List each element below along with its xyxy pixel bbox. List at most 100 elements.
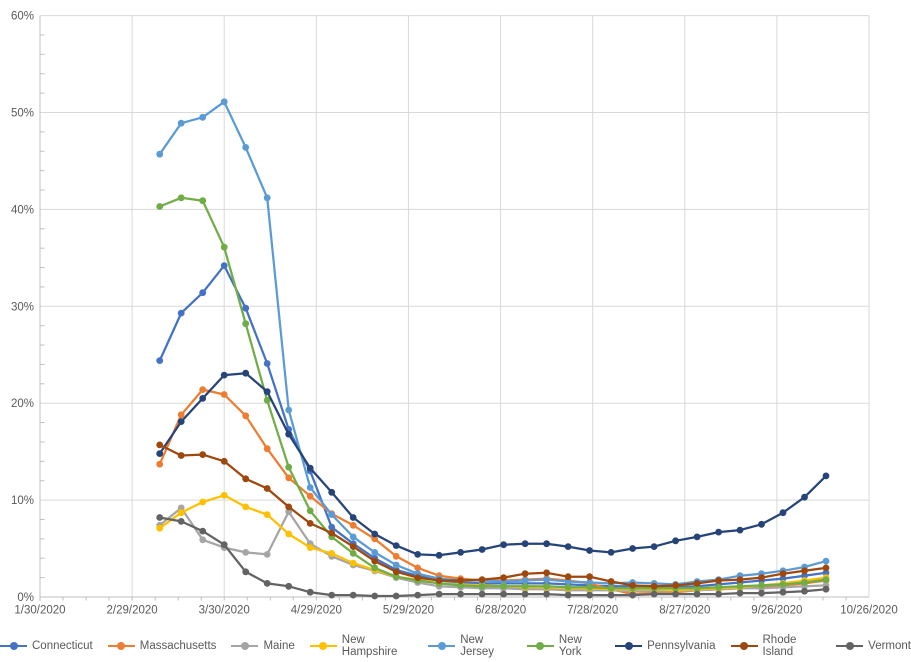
series-maine-point: [242, 549, 250, 556]
series-connecticut-line: [158, 264, 828, 589]
series-rhode-island-point: [414, 574, 422, 581]
series-vermont-point: [285, 582, 293, 590]
legend-item-label: Pennsylvania: [647, 640, 716, 652]
series-pennsylvania-point: [371, 530, 379, 538]
legend-item-rhode-island[interactable]: Rhode Island: [730, 634, 822, 658]
legend-marker-icon: [526, 642, 554, 651]
series-new-jersey-point: [521, 577, 529, 584]
series-connecticut-point: [177, 309, 185, 317]
series-rhode-island-point: [736, 576, 744, 583]
legend-marker-icon: [615, 642, 643, 651]
series-massachusetts-point: [392, 552, 400, 560]
series-vermont-point: [629, 591, 636, 599]
series-rhode-island-point: [521, 570, 529, 578]
series-pennsylvania-point: [156, 450, 164, 457]
series-new-hampshire-point: [306, 544, 314, 551]
series-massachusetts-point: [177, 411, 185, 419]
series-new-york-point: [199, 197, 207, 205]
legend-item-massachusetts[interactable]: Massachusetts: [107, 640, 216, 652]
series-new-york-point: [543, 582, 550, 590]
series-vermont-point: [693, 590, 701, 598]
series-pennsylvania-point: [736, 526, 744, 534]
series-vermont-point: [457, 590, 464, 598]
legend-item-connecticut[interactable]: Connecticut: [0, 640, 93, 652]
series-new-hampshire-point: [199, 498, 207, 506]
series-new-jersey-point: [822, 557, 830, 565]
series-vermont-point: [478, 590, 486, 598]
series-rhode-island-point: [263, 485, 271, 492]
legend-item-label: Rhode Island: [762, 634, 797, 658]
x-tick-label: 7/28/2020: [567, 605, 618, 617]
series-massachusetts-point: [220, 391, 228, 398]
series-new-york-point: [177, 194, 185, 202]
series-pennsylvania-point: [414, 551, 422, 558]
series-pennsylvania-point: [715, 528, 722, 536]
series-new-jersey-point: [328, 511, 336, 518]
series-rhode-island-point: [328, 529, 336, 537]
series-rhode-island-point: [586, 573, 593, 581]
series-new-hampshire-point: [328, 550, 336, 557]
series-massachusetts-point: [263, 445, 271, 453]
series-vermont-point: [306, 588, 314, 596]
series-maine-point: [285, 508, 293, 516]
series-pennsylvania-point: [328, 488, 336, 496]
series-vermont-point: [414, 591, 422, 599]
series-new-york-point: [758, 582, 765, 589]
y-tick-label: 60%: [11, 11, 34, 23]
y-tick-label: 0%: [17, 592, 34, 604]
series-rhode-island-point: [435, 577, 443, 584]
plot-area: 0% 10% 20% 30% 40% 50% 60% 1/30/2020 2/29/2020 3/…: [11, 11, 898, 617]
series-maine-point: [199, 536, 207, 544]
legend-item-new-york[interactable]: New York: [526, 634, 600, 658]
series-new-jersey-point: [349, 533, 357, 541]
legend-item-label: Connecticut: [32, 640, 93, 652]
series-new-hampshire-point: [242, 503, 250, 511]
series-new-jersey-point: [306, 484, 314, 491]
legend-item-new-hampshire[interactable]: New Hampshire: [309, 634, 413, 658]
legend-item-label: Maine: [263, 640, 295, 652]
series-connecticut-point: [328, 523, 336, 531]
series-new-jersey-point: [543, 576, 550, 583]
series-pennsylvania-point: [564, 543, 572, 550]
series-pennsylvania-point: [220, 371, 228, 379]
series-connecticut-point: [779, 575, 787, 582]
series-vermont-point: [672, 590, 679, 598]
series-pennsylvania-point: [672, 537, 679, 545]
series-connecticut-point: [199, 289, 207, 297]
x-tick-label: 8/27/2020: [659, 605, 710, 617]
y-tick-label: 30%: [11, 301, 34, 313]
series-maine-point: [177, 504, 185, 512]
series-new-jersey-point: [586, 579, 593, 586]
series-new-jersey-point: [199, 113, 207, 121]
legend-marker-icon: [107, 642, 135, 651]
legend-item-label: Vermont: [868, 640, 911, 652]
series-pennsylvania-point: [263, 388, 271, 395]
legend-item-label: New Hampshire: [341, 634, 398, 658]
legend-item-pennsylvania[interactable]: Pennsylvania: [615, 640, 716, 652]
legend-item-vermont[interactable]: Vermont: [836, 640, 911, 652]
series-pennsylvania-point: [521, 540, 529, 548]
series-new-york-point: [715, 583, 722, 591]
series-vermont-point: [521, 590, 529, 598]
series-vermont-point: [564, 591, 572, 599]
series-connecticut-point: [156, 357, 164, 364]
series-vermont-point: [371, 592, 379, 600]
series-vermont-point: [650, 590, 658, 598]
series-pennsylvania-point: [500, 541, 507, 549]
legend-marker-icon: [0, 642, 27, 651]
legend-item-new-jersey[interactable]: New Jersey: [428, 634, 512, 658]
series-pennsylvania-point: [758, 520, 765, 528]
series-new-york-point: [779, 581, 787, 588]
series-rhode-island-point: [758, 574, 765, 581]
series-massachusetts-point: [371, 535, 379, 543]
series-new-jersey-point: [564, 578, 572, 585]
legend: Connecticut Massachusetts Maine New Hampshi…: [0, 632, 911, 660]
legend-item-maine[interactable]: Maine: [231, 640, 295, 652]
series-vermont-point: [349, 591, 357, 599]
series-pennsylvania-line: [158, 372, 828, 557]
series-massachusetts-point: [156, 460, 164, 468]
series-pennsylvania-point: [457, 549, 464, 556]
series-pennsylvania-point: [650, 543, 658, 550]
series-rhode-island-point: [457, 577, 464, 584]
